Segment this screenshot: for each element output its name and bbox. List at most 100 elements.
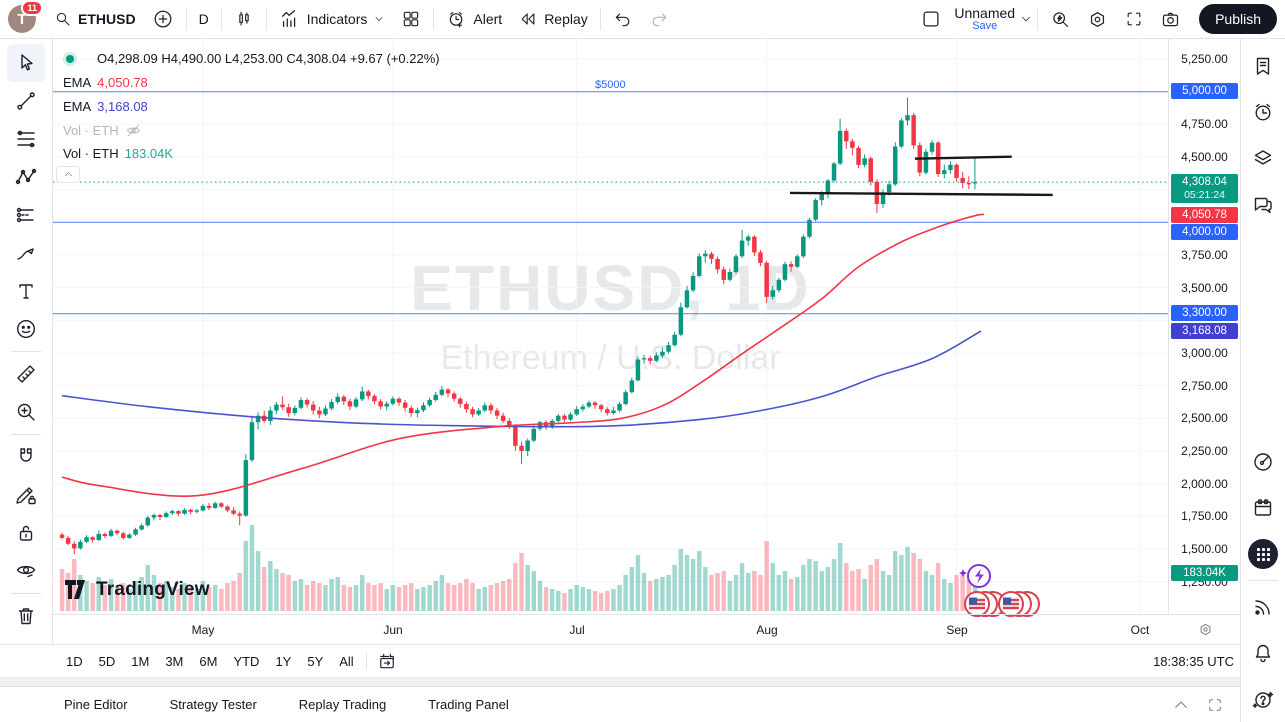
watchlist-button[interactable] <box>1243 43 1283 89</box>
emoji-icon <box>16 319 36 339</box>
range-button-5d[interactable]: 5D <box>98 653 116 669</box>
replay-label: Replay <box>544 11 588 27</box>
tab-trading-panel[interactable]: Trading Panel <box>428 697 509 712</box>
tool-remove-drawings[interactable] <box>7 597 45 635</box>
tool-brush[interactable] <box>7 234 45 272</box>
notifications-button[interactable] <box>1243 630 1283 676</box>
publish-button[interactable]: Publish <box>1199 4 1277 34</box>
tool-emoji[interactable] <box>7 310 45 348</box>
help-button[interactable] <box>1243 676 1283 722</box>
tool-trend-line[interactable] <box>7 82 45 120</box>
ideas-stream-button[interactable] <box>1243 439 1283 485</box>
range-button-ytd[interactable]: YTD <box>233 653 260 669</box>
panel-expand-icon[interactable] <box>1172 696 1190 714</box>
price-line-label[interactable]: $5000 <box>595 79 626 91</box>
economic-calendar-button[interactable] <box>1243 485 1283 531</box>
symbol-search-button[interactable]: ETHUSD <box>46 4 144 34</box>
tool-text[interactable] <box>7 272 45 310</box>
eye-off-icon[interactable] <box>125 122 142 139</box>
tool-ruler[interactable] <box>7 355 45 393</box>
legend-ema-slow-row[interactable]: EMA 3,168.08 <box>63 99 148 114</box>
replay-button[interactable]: Replay <box>510 4 596 34</box>
layout-name-button[interactable]: Unnamed Save <box>950 6 1019 32</box>
news-feed-button[interactable] <box>1243 584 1283 630</box>
tool-hide-drawings[interactable] <box>7 552 45 590</box>
interval-button[interactable]: D <box>191 4 217 34</box>
trend-line-icon <box>17 92 35 110</box>
apps-menu-button[interactable] <box>1243 531 1283 577</box>
tool-drawing-mode[interactable] <box>7 476 45 514</box>
alert-button[interactable]: Alert <box>438 4 510 34</box>
undo-button[interactable] <box>605 4 641 34</box>
layout-grid-button[interactable] <box>393 4 429 34</box>
magnet-icon <box>20 448 32 462</box>
quick-search-button[interactable] <box>1042 4 1079 34</box>
chart-settings-button[interactable] <box>1079 4 1116 34</box>
chat-button[interactable] <box>1243 181 1283 227</box>
bottom-tabs: Pine Editor Strategy Tester Replay Trading… <box>60 691 513 718</box>
layout-select-button[interactable] <box>912 4 950 34</box>
volume-hidden-label: Vol · ETH <box>63 123 119 138</box>
current-price-badge: 4,308.04 05:21:24 <box>1171 174 1238 203</box>
time-axis[interactable]: May Jun Jul Aug Sep Oct <box>53 614 1240 644</box>
legend-volume-hidden-row[interactable]: Vol · ETH <box>63 122 142 139</box>
compare-add-button[interactable] <box>144 4 182 34</box>
price-axis-label: 2,500.00 <box>1181 411 1228 425</box>
tab-replay-trading[interactable]: Replay Trading <box>298 697 387 712</box>
time-axis-settings-button[interactable] <box>1197 621 1214 638</box>
tab-pine-editor[interactable]: Pine Editor <box>64 697 128 712</box>
tradingview-logo[interactable]: TradingView <box>65 579 210 601</box>
tab-strategy-tester[interactable]: Strategy Tester <box>169 697 257 712</box>
panel-maximize-icon[interactable] <box>1206 696 1224 714</box>
tool-magnet[interactable] <box>7 438 45 476</box>
chevron-down-icon[interactable] <box>1019 12 1033 26</box>
tool-lock-all[interactable] <box>7 514 45 552</box>
tool-zoom-in[interactable] <box>7 393 45 431</box>
ema-label: EMA <box>63 99 92 114</box>
go-to-date-button[interactable] <box>377 651 397 671</box>
tool-xabcd-pattern[interactable] <box>7 158 45 196</box>
chart-pane[interactable]: ETHUSD, 1D Ethereum / U.S. Dollar $5000 … <box>53 39 1240 644</box>
text-icon <box>19 284 33 299</box>
legend-volume-row[interactable]: Vol · ETH 183.04K <box>63 146 173 161</box>
price-axis[interactable]: 5,250.00 5,000.00 4,750.00 4,500.00 3,750.00… <box>1168 39 1240 614</box>
settings-icon <box>1091 11 1105 27</box>
bottom-tabs-bar: Pine Editor Strategy Tester Replay Trading… <box>0 686 1240 722</box>
fullscreen-icon <box>1127 12 1141 26</box>
tool-projection[interactable] <box>7 196 45 234</box>
time-axis-label-may: May <box>191 623 215 637</box>
range-button-3m[interactable]: 3M <box>165 653 184 669</box>
alerts-button[interactable] <box>1243 89 1283 135</box>
range-button-1m[interactable]: 1M <box>131 653 150 669</box>
range-button-5y[interactable]: 5Y <box>307 653 324 669</box>
eye-icon <box>16 565 36 578</box>
range-button-1d[interactable]: 1D <box>66 653 83 669</box>
help-icon <box>1252 691 1274 708</box>
alert-clock-icon <box>1255 103 1271 121</box>
chart-style-button[interactable] <box>226 4 262 34</box>
data-source-icon[interactable] <box>63 51 77 66</box>
save-link[interactable]: Save <box>972 19 998 32</box>
tool-fib-retracement[interactable] <box>7 120 45 158</box>
redo-button[interactable] <box>641 4 677 34</box>
price-axis-label: 4,750.00 <box>1181 117 1228 131</box>
legend-collapse-button[interactable] <box>56 166 80 183</box>
apps-grid-icon <box>1248 539 1278 569</box>
range-button-6m[interactable]: 6M <box>199 653 218 669</box>
candlestick-chart[interactable] <box>53 39 1168 614</box>
indicators-button[interactable]: Indicators <box>271 4 394 34</box>
clock-display[interactable]: 18:38:35 UTC <box>1153 653 1234 669</box>
user-avatar[interactable]: T 11 <box>8 0 43 33</box>
brush-icon <box>17 248 34 260</box>
range-button-1y[interactable]: 1Y <box>275 653 292 669</box>
price-axis-label: 2,250.00 <box>1181 444 1228 458</box>
fullscreen-button[interactable] <box>1116 4 1152 34</box>
object-tree-button[interactable] <box>1243 135 1283 181</box>
tool-cursor[interactable] <box>7 44 45 82</box>
rail-divider <box>1248 580 1278 581</box>
legend-ohlc-row[interactable]: O4,298.09 H4,490.00 L4,253.00 C4,308.04 … <box>63 51 440 66</box>
notification-badge: 11 <box>21 0 43 16</box>
legend-ema-fast-row[interactable]: EMA 4,050.78 <box>63 75 148 90</box>
range-button-all[interactable]: All <box>339 653 354 669</box>
snapshot-button[interactable] <box>1152 4 1189 34</box>
